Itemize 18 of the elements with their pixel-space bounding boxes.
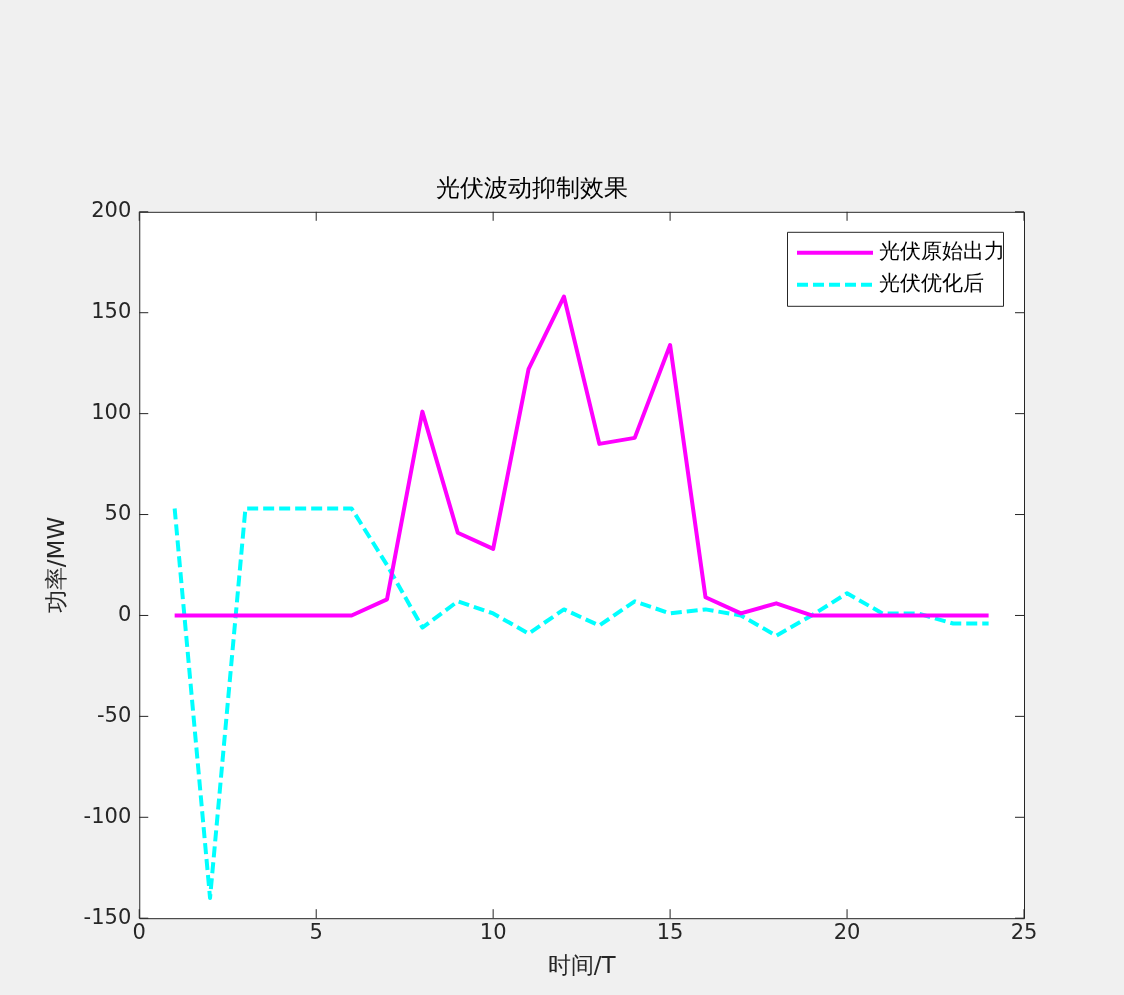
x-tick-label: 20 <box>833 920 861 945</box>
y-tick-label: -100 <box>83 803 132 828</box>
y-tick-label: 0 <box>117 601 132 626</box>
x-tick-label: 15 <box>656 920 684 945</box>
legend-label: 光伏原始出力 <box>879 239 1005 264</box>
y-tick-label: 100 <box>91 400 132 425</box>
y-tick-label: -50 <box>96 702 132 727</box>
x-tick-label: 10 <box>479 920 507 945</box>
y-axis-title: 功率/MW <box>42 516 69 614</box>
y-tick-label: 50 <box>104 501 132 525</box>
x-tick-label: 25 <box>1010 920 1038 945</box>
y-tick-label: 200 <box>91 198 132 223</box>
y-tick-label: -150 <box>83 904 132 929</box>
x-tick-label: 5 <box>309 920 323 945</box>
x-axis-title: 时间/T <box>547 952 617 979</box>
legend-label: 光伏优化后 <box>879 271 984 296</box>
y-tick-label: 150 <box>91 299 132 324</box>
chart-title: 光伏波动抑制效果 <box>436 173 628 202</box>
